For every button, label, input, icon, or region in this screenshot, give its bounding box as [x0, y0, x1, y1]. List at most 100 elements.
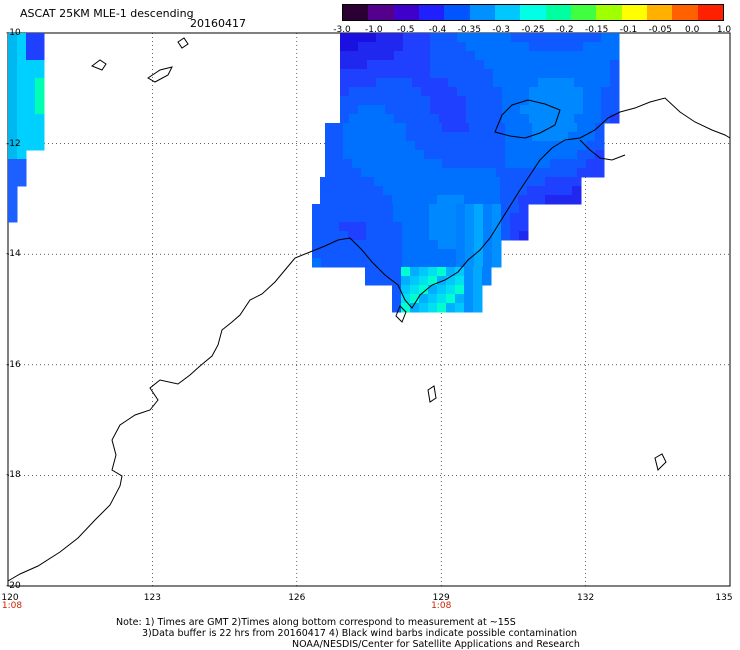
swath-cell	[457, 60, 467, 70]
swath-cell	[510, 231, 520, 241]
swath-cell	[412, 42, 422, 52]
swath-cell	[466, 87, 476, 97]
swath-cell	[474, 240, 484, 250]
swath-cell	[536, 195, 546, 205]
swath-cell	[419, 303, 429, 313]
swath-cell	[493, 42, 503, 52]
swath-cell	[365, 267, 375, 277]
swath-cell	[411, 213, 421, 223]
swath-cell	[411, 222, 421, 232]
swath-cell	[483, 222, 493, 232]
swath-cell	[415, 168, 425, 178]
swath-cell	[433, 159, 443, 169]
colorbar-segment	[368, 5, 394, 20]
swath-cell	[343, 141, 353, 151]
swath-cell	[565, 51, 575, 61]
swath-cell	[574, 114, 584, 124]
swath-cell	[330, 231, 340, 241]
swath-cell	[392, 303, 402, 313]
swath-cell	[376, 105, 386, 115]
swath-cell	[367, 78, 377, 88]
swath-cell	[410, 303, 420, 313]
swath-cell	[330, 258, 340, 268]
swath-cell	[358, 33, 368, 43]
swath-cell	[500, 177, 510, 187]
swath-cell	[393, 204, 403, 214]
swath-cell	[428, 285, 438, 295]
swath-cell	[26, 69, 36, 79]
swath-cell	[442, 132, 452, 142]
colorbar-tick-label: -3.0	[333, 25, 351, 35]
swath-cell	[511, 60, 521, 70]
swath-cell	[393, 258, 403, 268]
swath-cell	[532, 123, 542, 133]
swath-cell	[556, 105, 566, 115]
swath-cell	[469, 141, 479, 151]
swath-cell	[586, 141, 596, 151]
swath-cell	[565, 78, 575, 88]
swath-cell	[358, 69, 368, 79]
swath-cell	[438, 231, 448, 241]
swath-cell	[384, 240, 394, 250]
swath-cell	[574, 87, 584, 97]
swath-cell	[559, 159, 569, 169]
swath-cell	[348, 258, 358, 268]
swath-cell	[420, 258, 430, 268]
swath-cell	[26, 141, 36, 151]
swath-cell	[365, 195, 375, 205]
swath-cell	[501, 204, 511, 214]
swath-cell	[312, 222, 322, 232]
swath-cell	[370, 159, 380, 169]
swath-cell	[511, 87, 521, 97]
swath-cell	[401, 294, 411, 304]
swath-cell	[320, 186, 330, 196]
swath-cell	[583, 60, 593, 70]
swath-cell	[451, 159, 461, 169]
swath-cell	[601, 51, 611, 61]
swath-cell	[430, 69, 440, 79]
swath-cell	[457, 105, 467, 115]
colorbar-segment	[494, 5, 521, 20]
swath-cell	[583, 69, 593, 79]
swath-cell	[583, 87, 593, 97]
swath-cell	[352, 141, 362, 151]
swath-cell	[496, 159, 506, 169]
swath-cell	[8, 51, 18, 61]
swath-cell	[538, 51, 548, 61]
swath-cell	[601, 69, 611, 79]
swath-cell	[455, 303, 465, 313]
swath-cell	[419, 285, 429, 295]
swath-cell	[559, 141, 569, 151]
swath-cell	[456, 249, 466, 259]
note-line-3: NOAA/NESDIS/Center for Satellite Applica…	[292, 639, 580, 650]
swath-cell	[35, 96, 45, 106]
swath-cell	[340, 69, 350, 79]
swath-cell	[8, 132, 18, 142]
swath-cell	[532, 141, 542, 151]
swath-cell	[8, 213, 18, 223]
latitude-label: -12	[6, 138, 21, 149]
swath-cell	[338, 195, 348, 205]
swath-cell	[456, 213, 466, 223]
swath-cell	[338, 186, 348, 196]
swath-cell	[421, 60, 431, 70]
swath-cell	[402, 249, 412, 259]
swath-cell	[370, 168, 380, 178]
swath-cell	[465, 222, 475, 232]
swath-cell	[475, 105, 485, 115]
swath-cell	[529, 33, 539, 43]
swath-cell	[574, 69, 584, 79]
swath-cell	[474, 231, 484, 241]
swath-cell	[483, 204, 493, 214]
swath-cell	[529, 96, 539, 106]
swath-cell	[339, 231, 349, 241]
swath-cell	[583, 114, 593, 124]
swath-cell	[532, 150, 542, 160]
swath-cell	[538, 87, 548, 97]
swath-cell	[447, 213, 457, 223]
swath-cell	[370, 150, 380, 160]
swath-cell	[574, 105, 584, 115]
swath-cell	[514, 141, 524, 151]
swath-cell	[487, 132, 497, 142]
swath-cell	[455, 285, 465, 295]
